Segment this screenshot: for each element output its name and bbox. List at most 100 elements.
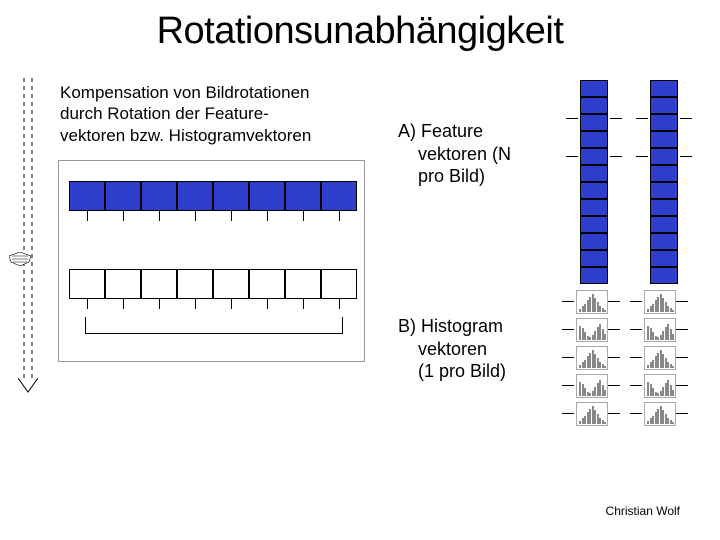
histogram-column <box>644 290 674 424</box>
tick-mark <box>159 211 160 221</box>
vector-cell <box>580 165 608 182</box>
alignment-mark <box>676 357 688 358</box>
histogram-icon <box>576 346 608 370</box>
section-b-line-2: vektoren <box>398 339 487 359</box>
tick-mark <box>195 211 196 221</box>
alignment-mark <box>566 118 578 119</box>
alignment-mark <box>610 118 622 119</box>
alignment-mark <box>636 156 648 157</box>
vector-cell <box>580 233 608 250</box>
alignment-mark <box>562 413 574 414</box>
vector-cell <box>580 182 608 199</box>
alignment-mark <box>680 156 692 157</box>
vector-column <box>650 80 678 284</box>
slide: Rotationsunabhängigkeit Kompensation von… <box>0 0 720 540</box>
tick-mark <box>123 211 124 221</box>
vector-cell <box>580 131 608 148</box>
feature-cell <box>177 269 213 299</box>
vector-cell <box>580 80 608 97</box>
alignment-mark <box>562 329 574 330</box>
alignment-mark <box>562 301 574 302</box>
histogram-icon <box>576 290 608 314</box>
tick-mark <box>195 299 196 309</box>
histogram-icon <box>644 402 676 426</box>
alignment-mark <box>608 385 620 386</box>
feature-cell <box>105 181 141 211</box>
section-b-line-3: (1 pro Bild) <box>398 361 506 381</box>
vector-cell <box>650 199 678 216</box>
feature-cell <box>69 181 105 211</box>
feature-cell <box>249 269 285 299</box>
feature-cell <box>321 181 357 211</box>
tick-mark <box>231 299 232 309</box>
section-a-label: A) Feature vektoren (N pro Bild) <box>398 120 543 188</box>
vector-cell <box>580 267 608 284</box>
alignment-mark <box>676 301 688 302</box>
vector-cell <box>650 114 678 131</box>
alignment-mark <box>630 385 642 386</box>
alignment-mark <box>630 413 642 414</box>
subtitle-line-2: durch Rotation der Feature- <box>60 104 269 123</box>
feature-cell <box>321 269 357 299</box>
feature-cell <box>285 269 321 299</box>
vector-cell <box>650 148 678 165</box>
tick-mark <box>339 299 340 309</box>
vector-cell <box>580 199 608 216</box>
tick-mark <box>87 211 88 221</box>
vector-cell <box>650 131 678 148</box>
vector-column <box>580 80 608 284</box>
vector-cell <box>580 250 608 267</box>
tick-mark <box>159 299 160 309</box>
vector-cell <box>650 80 678 97</box>
histogram-icon <box>644 374 676 398</box>
section-a-line-2: vektoren (N <box>398 144 511 164</box>
alignment-mark <box>562 385 574 386</box>
vector-cell <box>580 216 608 233</box>
subtitle-line-3: vektoren bzw. Histogramvektoren <box>60 126 311 145</box>
histogram-icon <box>576 374 608 398</box>
vector-cell <box>650 216 678 233</box>
alignment-mark <box>630 329 642 330</box>
feature-row-blue <box>69 181 357 211</box>
tick-mark <box>303 299 304 309</box>
vector-cell <box>650 250 678 267</box>
vector-cell <box>580 148 608 165</box>
section-b-line-1: B) Histogram <box>398 316 503 336</box>
subtitle: Kompensation von Bildrotationen durch Ro… <box>60 82 350 146</box>
alignment-mark <box>630 301 642 302</box>
alignment-mark <box>676 385 688 386</box>
alignment-mark <box>608 413 620 414</box>
vector-cell <box>650 97 678 114</box>
feature-cell <box>177 181 213 211</box>
tick-mark <box>123 299 124 309</box>
histogram-icon <box>576 318 608 342</box>
tick-mark <box>267 299 268 309</box>
histogram-column <box>576 290 606 424</box>
ticks-row-2 <box>69 299 357 309</box>
tick-mark <box>231 211 232 221</box>
ticks-row-1 <box>69 211 357 221</box>
tick-mark <box>339 211 340 221</box>
feature-cell <box>249 181 285 211</box>
vector-cell <box>650 233 678 250</box>
alignment-mark <box>636 118 648 119</box>
alignment-mark <box>676 329 688 330</box>
feature-cell <box>213 269 249 299</box>
alignment-mark <box>566 156 578 157</box>
left-diagram <box>58 160 365 362</box>
footer-author: Christian Wolf <box>0 504 680 518</box>
alignment-mark <box>676 413 688 414</box>
vector-cell <box>580 114 608 131</box>
alignment-mark <box>630 357 642 358</box>
subtitle-line-1: Kompensation von Bildrotationen <box>60 83 310 102</box>
alignment-mark <box>610 156 622 157</box>
vector-cell <box>650 165 678 182</box>
section-b-label: B) Histogram vektoren (1 pro Bild) <box>398 315 558 383</box>
alignment-mark <box>608 329 620 330</box>
tick-mark <box>267 211 268 221</box>
feature-cell <box>69 269 105 299</box>
tick-mark <box>87 299 88 309</box>
alignment-mark <box>608 301 620 302</box>
feature-cell <box>105 269 141 299</box>
vector-cell <box>650 267 678 284</box>
